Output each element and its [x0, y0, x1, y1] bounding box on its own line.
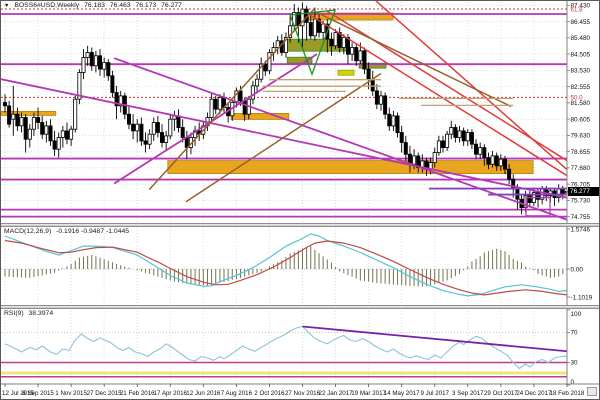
svg-text:22 Jan 2017: 22 Jan 2017 — [319, 390, 354, 397]
svg-text:84.505: 84.505 — [571, 51, 591, 58]
svg-text:80.605: 80.605 — [571, 116, 591, 123]
trendlines — [1, 1, 568, 221]
svg-text:7 Aug 2016: 7 Aug 2016 — [221, 390, 253, 397]
svg-text:2 Oct 2016: 2 Oct 2016 — [254, 390, 285, 397]
svg-text:81.580: 81.580 — [571, 100, 591, 107]
svg-text:24 Dec 2017: 24 Dec 2017 — [516, 390, 552, 397]
svg-text:30: 30 — [571, 360, 579, 367]
svg-text:3 Sep 2017: 3 Sep 2017 — [452, 390, 484, 397]
svg-text:17 Apr 2016: 17 Apr 2016 — [154, 390, 188, 397]
svg-text:6 Sep 2015: 6 Sep 2015 — [22, 390, 54, 397]
svg-text:87.430: 87.430 — [571, 3, 591, 10]
rsi-value: 38.3974 — [28, 310, 54, 317]
svg-text:86.455: 86.455 — [571, 19, 591, 26]
svg-text:29 Oct 2017: 29 Oct 2017 — [484, 390, 518, 397]
svg-text:12 Jul 2015: 12 Jul 2015 — [2, 390, 35, 397]
ohlc-open: 76.183 — [84, 2, 105, 9]
svg-text:82.555: 82.555 — [571, 84, 591, 91]
ohlc-close: 76.277 — [161, 2, 182, 9]
macd-values: -0.1916 -0.9487 -1.0445 — [56, 228, 130, 235]
collapse-icon[interactable]: ▼ — [4, 3, 10, 9]
svg-text:9 Jul 2017: 9 Jul 2017 — [420, 390, 449, 397]
panel-splitter-macd[interactable] — [1, 223, 599, 227]
grid — [1, 2, 567, 384]
support-resistance-zones — [1, 8, 567, 218]
svg-text:19 Mar 2017: 19 Mar 2017 — [351, 390, 386, 397]
svg-text:75.730: 75.730 — [571, 198, 591, 205]
title-bar: ▼ BOSS6#USD,Weekly 76.183 76.463 76.173 … — [4, 2, 185, 9]
svg-text:70: 70 — [571, 330, 579, 337]
ohlc-low: 76.173 — [135, 2, 157, 9]
rsi-panel: 100 70 30 0 — [1, 309, 582, 386]
svg-text:77.680: 77.680 — [571, 165, 591, 172]
svg-text:14 May 2017: 14 May 2017 — [384, 390, 420, 397]
svg-text:21 Feb 2016: 21 Feb 2016 — [120, 390, 155, 397]
resize-grip-icon[interactable] — [587, 387, 597, 396]
svg-text:83.530: 83.530 — [571, 68, 591, 75]
candlestick-series — [3, 2, 570, 215]
svg-text:27 Nov 2016: 27 Nov 2016 — [285, 390, 321, 397]
svg-text:27 Dec 2015: 27 Dec 2015 — [87, 390, 123, 397]
svg-text:61.8: 61.8 — [571, 6, 584, 13]
svg-text:18 Feb 2018: 18 Feb 2018 — [550, 390, 585, 397]
rsi-name: RSI(9) — [4, 310, 24, 317]
svg-text:74.755: 74.755 — [571, 214, 591, 221]
svg-text:85.480: 85.480 — [571, 35, 591, 42]
ohlc-high: 76.463 — [109, 2, 131, 9]
svg-text:50.0: 50.0 — [571, 95, 584, 102]
price-axis: 87.430 86.455 85.480 84.505 83.530 82.555 81.5… — [567, 3, 590, 221]
symbol-period-label: BOSS6#USD,Weekly — [14, 2, 80, 9]
svg-text:79.630: 79.630 — [571, 133, 591, 140]
svg-text:0: 0 — [571, 379, 575, 386]
svg-text:100: 100 — [571, 311, 582, 318]
panel-splitter-rsi[interactable] — [1, 305, 599, 309]
svg-text:78.655: 78.655 — [571, 149, 591, 156]
svg-text:1.5746: 1.5746 — [571, 226, 591, 233]
svg-text:-1.1019: -1.1019 — [571, 294, 593, 301]
current-price-badge: 76.277 — [568, 187, 599, 196]
macd-panel: 1.5746 0.00 -1.1019 — [1, 226, 593, 301]
svg-text:1 Nov 2015: 1 Nov 2015 — [55, 390, 87, 397]
rsi-indicator-label: RSI(9) 38.3974 — [4, 310, 56, 317]
svg-text:76.705: 76.705 — [571, 181, 591, 188]
macd-indicator-label: MACD(12,26,9) -0.1916 -0.9487 -1.0445 — [4, 228, 132, 235]
macd-name: MACD(12,26,9) — [4, 228, 52, 235]
svg-text:12 Jun 2016: 12 Jun 2016 — [186, 390, 221, 397]
svg-text:0.00: 0.00 — [571, 266, 584, 273]
